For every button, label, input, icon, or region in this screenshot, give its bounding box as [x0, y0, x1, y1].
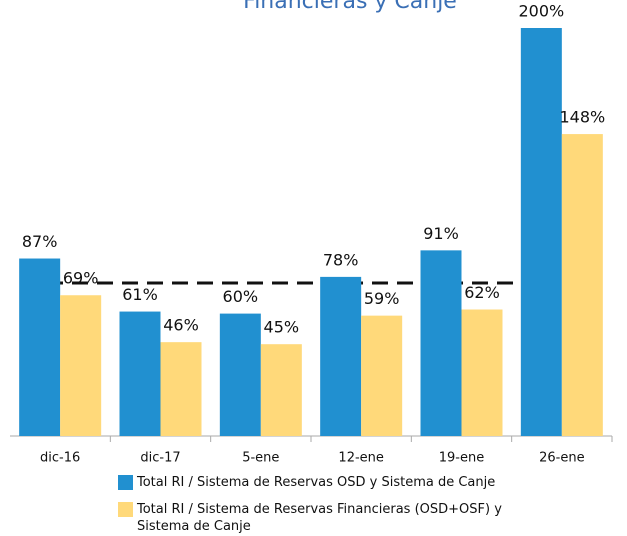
value-label: 60% [223, 287, 259, 306]
bar [561, 134, 603, 436]
value-label: 69% [63, 269, 99, 288]
legend-label: Total RI / Sistema de Reservas OSD y Sis… [137, 475, 496, 490]
legend-label: Total RI / Sistema de Reservas Financier… [137, 502, 502, 534]
bar [60, 295, 102, 436]
bar [520, 28, 562, 436]
legend-swatch [118, 475, 133, 490]
bar [461, 309, 503, 436]
bar [420, 250, 462, 436]
value-label: 78% [323, 250, 359, 269]
x-tick-label: dic-17 [140, 451, 180, 466]
bar [160, 342, 202, 436]
x-tick-label: 26-ene [539, 451, 584, 466]
bar [361, 315, 403, 436]
value-label: 59% [364, 289, 400, 308]
value-label: 62% [464, 283, 500, 302]
value-label: 200% [518, 2, 564, 21]
bar [19, 258, 61, 436]
x-tick-label: 19-ene [439, 451, 484, 466]
x-tick-label: dic-16 [40, 451, 80, 466]
bar [219, 313, 261, 436]
value-label: 91% [423, 224, 459, 243]
x-tick-label: 12-ene [338, 451, 383, 466]
value-label: 148% [559, 108, 605, 127]
value-label: 87% [22, 232, 58, 251]
x-tick-label: 5-ene [242, 451, 279, 466]
bar [320, 276, 362, 436]
legend-item: Total RI / Sistema de Reservas OSD y Sis… [118, 474, 558, 491]
value-label: 61% [122, 285, 158, 304]
bar [119, 311, 161, 436]
value-label: 45% [264, 318, 300, 337]
legend-swatch [118, 502, 133, 517]
value-label: 46% [163, 316, 199, 335]
bar [260, 344, 302, 436]
legend-item: Total RI / Sistema de Reservas Financier… [118, 501, 558, 535]
chart-title: Financieras y Canje [243, 0, 457, 14]
